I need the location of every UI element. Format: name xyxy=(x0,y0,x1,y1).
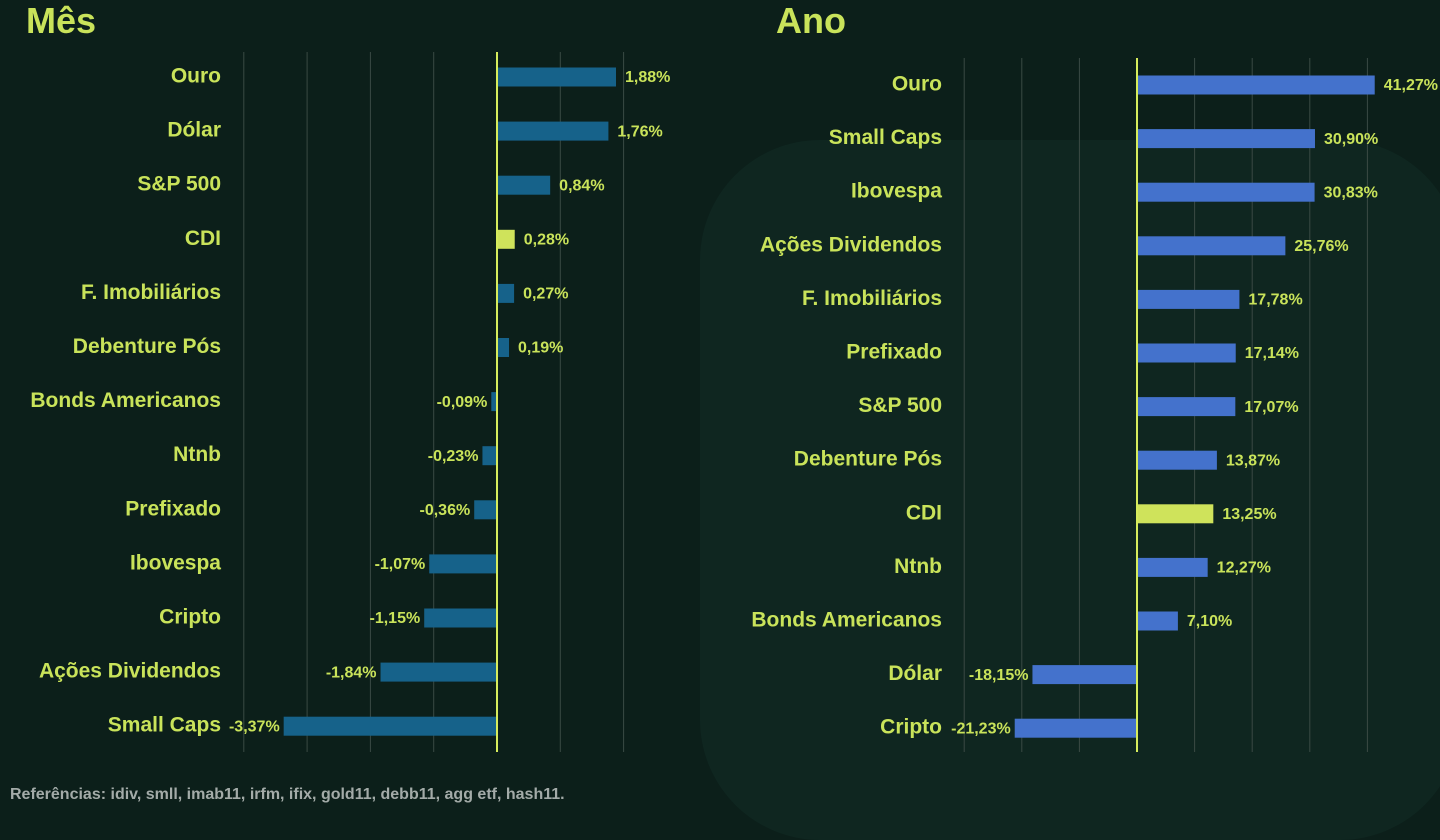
month-bar xyxy=(380,662,497,682)
month-category-label: Debenture Pós xyxy=(73,335,221,358)
year-value-label: 30,90% xyxy=(1324,131,1378,148)
year-category-label: Ações Dividendos xyxy=(760,233,942,256)
month-category-label: Bonds Americanos xyxy=(30,389,221,412)
year-value-label: 30,83% xyxy=(1324,184,1378,201)
month-bar xyxy=(474,500,497,520)
month-bar xyxy=(491,392,497,412)
year-category-label: F. Imobiliários xyxy=(802,287,942,310)
month-value-label: 0,28% xyxy=(524,232,569,249)
month-bar xyxy=(497,67,617,87)
month-value-label: 1,88% xyxy=(625,69,670,86)
month-bar xyxy=(482,446,497,466)
year-bar xyxy=(1137,75,1375,95)
month-category-label: S&P 500 xyxy=(137,173,221,196)
month-value-label: -1,07% xyxy=(375,556,426,573)
year-category-label: Ibovespa xyxy=(851,180,942,203)
month-value-label: -3,37% xyxy=(229,718,280,735)
month-chart: Mês Ouro 1,88% Dólar 1,76% S&P 500 0,84% CDI 0,… xyxy=(26,0,670,752)
year-bar xyxy=(1014,718,1137,738)
year-category-label: Bonds Americanos xyxy=(751,609,942,632)
month-value-label: -0,09% xyxy=(437,394,488,411)
month-bar xyxy=(497,338,510,357)
month-value-label: 1,76% xyxy=(617,123,662,140)
month-category-label: F. Imobiliários xyxy=(81,281,221,304)
year-bar xyxy=(1137,129,1315,149)
year-bar xyxy=(1137,557,1208,577)
month-value-label: 0,27% xyxy=(523,286,568,303)
year-bar xyxy=(1137,289,1240,309)
month-value-label: -1,15% xyxy=(370,610,421,627)
month-chart-title: Mês xyxy=(26,0,96,41)
year-value-label: 25,76% xyxy=(1294,238,1348,255)
year-value-label: 41,27% xyxy=(1384,77,1438,94)
year-value-label: 12,27% xyxy=(1217,560,1271,577)
month-bar xyxy=(424,608,497,628)
year-bar xyxy=(1137,450,1217,470)
month-value-label: -0,36% xyxy=(420,502,471,519)
year-category-label: CDI xyxy=(906,501,942,524)
year-value-label: 17,14% xyxy=(1245,345,1299,362)
year-bar xyxy=(1137,504,1214,524)
year-value-label: 7,10% xyxy=(1187,613,1232,630)
month-category-label: Cripto xyxy=(159,606,221,629)
year-category-label: Small Caps xyxy=(829,126,942,149)
year-bar xyxy=(1032,665,1137,685)
year-category-label: S&P 500 xyxy=(858,394,942,417)
month-category-label: Ibovespa xyxy=(130,551,221,574)
year-bar xyxy=(1137,343,1236,363)
year-value-label: 13,87% xyxy=(1226,452,1280,469)
year-bar xyxy=(1137,611,1178,631)
month-bar xyxy=(429,554,497,574)
year-category-label: Ntnb xyxy=(894,555,942,578)
year-bar xyxy=(1137,397,1236,417)
month-grid xyxy=(243,52,625,752)
month-value-label: -0,23% xyxy=(428,448,479,465)
year-chart: Ano Ouro 41,27% Small Caps 30,90% Ibovespa 30… xyxy=(751,0,1438,752)
charts-canvas: Mês Ouro 1,88% Dólar 1,76% S&P 500 0,84% CDI 0,… xyxy=(26,0,1438,752)
year-value-label: 17,07% xyxy=(1244,399,1298,416)
year-value-label: 13,25% xyxy=(1222,506,1276,523)
month-bar xyxy=(283,716,497,736)
year-category-label: Debenture Pós xyxy=(794,448,942,471)
year-category-label: Cripto xyxy=(880,716,942,739)
month-category-label: Prefixado xyxy=(125,497,221,520)
month-bar xyxy=(497,121,609,141)
year-bar xyxy=(1137,236,1286,256)
month-category-label: Ações Dividendos xyxy=(39,660,221,683)
references-footer: Referências: idiv, smll, imab11, irfm, i… xyxy=(10,786,565,803)
month-category-label: Dólar xyxy=(167,119,221,142)
month-value-label: 0,84% xyxy=(559,177,604,194)
month-category-label: Small Caps xyxy=(108,714,221,737)
year-value-label: 17,78% xyxy=(1248,292,1302,309)
year-category-label: Prefixado xyxy=(846,341,942,364)
month-bar xyxy=(497,229,515,249)
year-category-label: Dólar xyxy=(888,662,942,685)
year-bar xyxy=(1137,182,1315,202)
month-category-label: Ntnb xyxy=(173,443,221,466)
month-bar xyxy=(497,175,551,195)
year-value-label: -21,23% xyxy=(951,720,1011,737)
year-category-label: Ouro xyxy=(892,73,942,96)
month-category-label: CDI xyxy=(185,227,221,250)
month-bar xyxy=(497,283,515,303)
month-category-label: Ouro xyxy=(171,65,221,88)
month-value-label: -1,84% xyxy=(326,664,377,681)
year-value-label: -18,15% xyxy=(969,667,1029,684)
month-value-label: 0,19% xyxy=(518,340,563,357)
year-chart-title: Ano xyxy=(776,0,846,41)
